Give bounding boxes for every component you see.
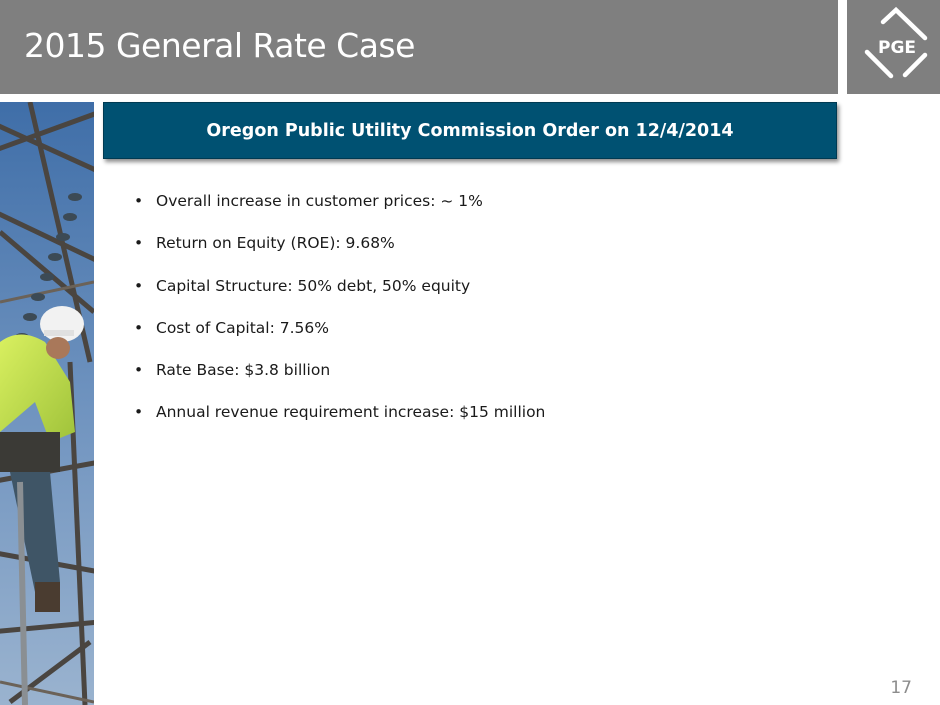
list-item: • Cost of Capital: 7.56% (134, 319, 545, 361)
order-header-box: Oregon Public Utility Commission Order o… (103, 102, 837, 159)
bullet-icon: • (134, 192, 144, 210)
list-item: • Rate Base: $3.8 billion (134, 361, 545, 403)
list-item-text: Cost of Capital: 7.56% (156, 318, 329, 337)
list-item-text: Return on Equity (ROE): 9.68% (156, 234, 395, 253)
page-number: 17 (890, 678, 912, 698)
bullet-icon: • (134, 276, 144, 295)
list-item-text: Rate Base: $3.8 billion (156, 361, 331, 380)
list-item: • Overall increase in customer prices: ~ … (134, 192, 545, 234)
bullet-icon: • (134, 234, 144, 253)
list-item-text: Capital Structure: 50% debt, 50% equity (156, 276, 471, 295)
list-item: • Capital Structure: 50% debt, 50% equity (134, 277, 545, 319)
title-bar: 2015 General Rate Case (0, 0, 838, 94)
bullet-icon: • (134, 403, 144, 422)
bullet-icon: • (134, 318, 144, 337)
list-item-text: Annual revenue requirement increase: $15… (156, 403, 546, 422)
logo-box: PGE (847, 0, 940, 94)
slide-title: 2015 General Rate Case (24, 26, 415, 65)
list-item: • Return on Equity (ROE): 9.68% (134, 234, 545, 276)
list-item-text: Overall increase in customer prices: ~ 1… (156, 192, 483, 210)
key-terms-list: • Overall increase in customer prices: ~ … (134, 192, 545, 446)
list-item: • Annual revenue requirement increase: $1… (134, 403, 545, 445)
bullet-icon: • (134, 361, 144, 380)
lineman-photo (0, 102, 94, 705)
logo-text: PGE (878, 38, 916, 58)
order-header-text: Oregon Public Utility Commission Order o… (206, 120, 734, 141)
pge-logo-icon: PGE (864, 6, 928, 79)
